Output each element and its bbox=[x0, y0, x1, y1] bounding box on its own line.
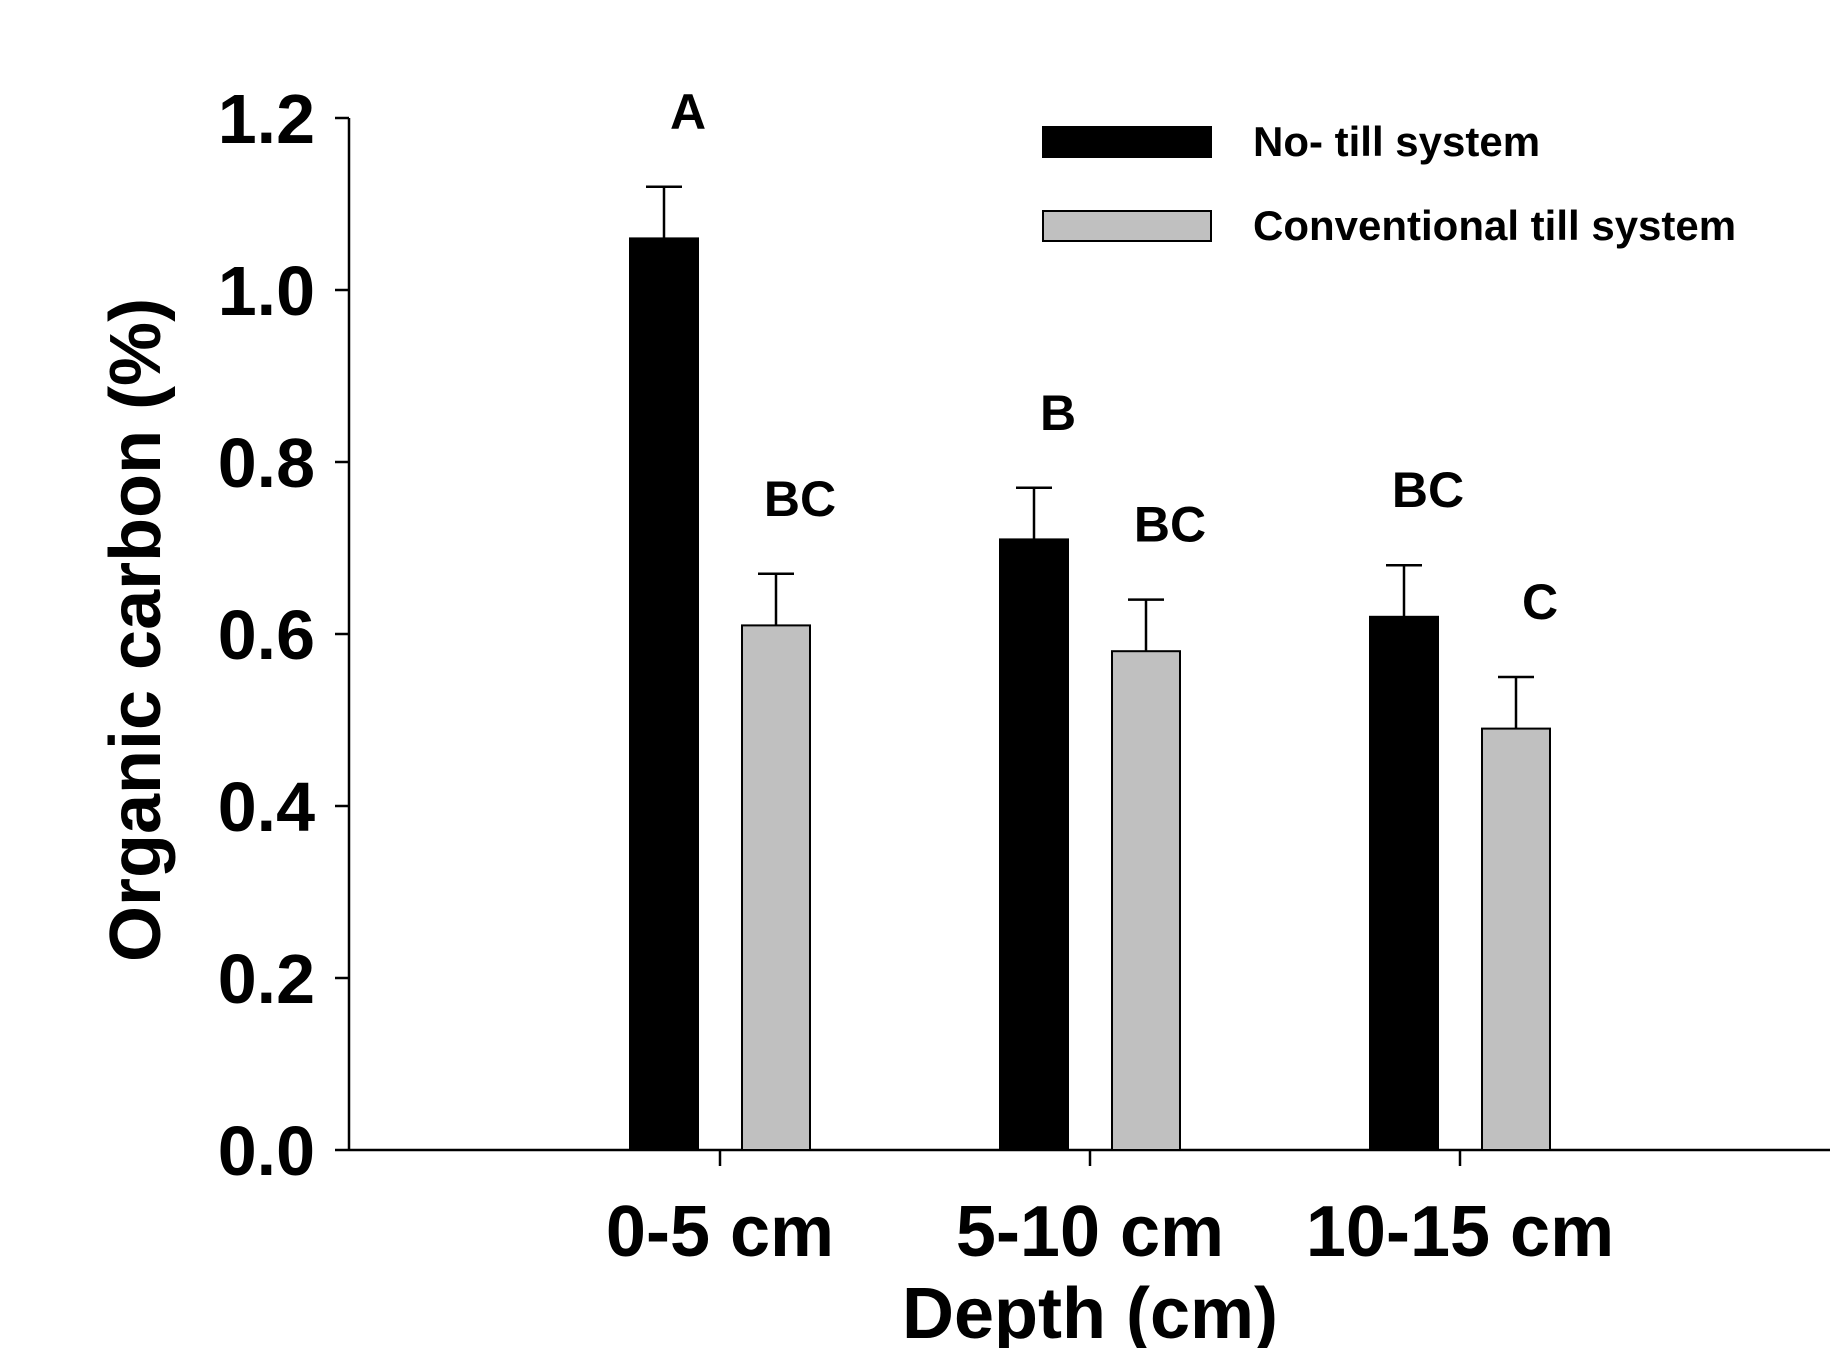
significance-label: A bbox=[670, 84, 706, 140]
x-axis-title: Depth (cm) bbox=[902, 1274, 1278, 1348]
y-tick-label: 0.6 bbox=[218, 596, 315, 674]
significance-label: BC bbox=[1134, 497, 1206, 553]
significance-label: BC bbox=[764, 471, 836, 527]
y-tick-label: 0.4 bbox=[218, 768, 315, 846]
significance-label: C bbox=[1522, 574, 1558, 630]
bar bbox=[741, 624, 811, 1151]
y-tick-label: 1.2 bbox=[218, 80, 315, 158]
legend-label: Conventional till system bbox=[1253, 202, 1736, 249]
x-tick-label: 0-5 cm bbox=[606, 1192, 834, 1272]
y-axis-title: Organic carbon (%) bbox=[96, 298, 176, 962]
x-tick-label: 5-10 cm bbox=[956, 1192, 1224, 1272]
bar bbox=[1111, 650, 1181, 1151]
bar bbox=[999, 538, 1069, 1151]
significance-label: B bbox=[1040, 385, 1076, 441]
legend-label: No- till system bbox=[1253, 118, 1540, 165]
legend-swatch bbox=[1042, 126, 1212, 158]
y-tick-label: 0.2 bbox=[218, 940, 315, 1018]
y-tick-label: 0.0 bbox=[218, 1112, 315, 1190]
bar bbox=[629, 237, 699, 1151]
significance-label: BC bbox=[1392, 462, 1464, 518]
bar bbox=[1369, 615, 1439, 1151]
y-tick-label: 0.8 bbox=[218, 424, 315, 502]
legend-swatch bbox=[1042, 210, 1212, 242]
bar bbox=[1481, 727, 1551, 1151]
bars: A B BC BC BC C bbox=[629, 84, 1558, 1151]
x-tick-label: 10-15 cm bbox=[1306, 1192, 1614, 1272]
y-tick-label: 1.0 bbox=[218, 252, 315, 330]
axes: 0.0 0.2 0.4 0.6 0.8 1.0 1.2 0-5 cm 5-10 cm 10-15 … bbox=[218, 80, 1830, 1272]
legend: No- till system Conventional till system bbox=[1042, 118, 1736, 249]
